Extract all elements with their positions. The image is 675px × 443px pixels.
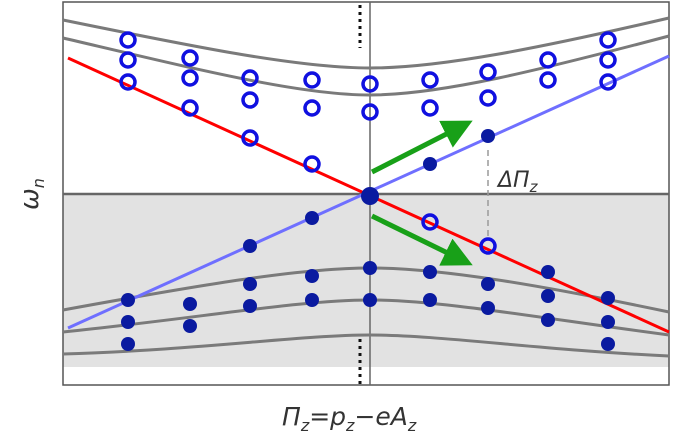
filled-circle-marker-icon [423, 293, 437, 307]
open-circle-marker-icon [479, 89, 497, 107]
y-axis-label: ωn [15, 178, 48, 210]
filled-circle-marker-icon [183, 319, 197, 333]
filled-circle-marker-icon [183, 297, 197, 311]
green-arrow-up [370, 120, 473, 175]
open-circle-marker-icon [181, 49, 199, 67]
filled-circle-marker-icon [601, 337, 615, 351]
open-circle-marker-icon [421, 99, 439, 117]
filled-circle-marker-icon [541, 289, 555, 303]
open-circle-marker-icon [421, 213, 439, 231]
filled-circle-marker-icon [601, 315, 615, 329]
upper-band-curve-2 [62, 34, 670, 97]
x-axis-label: Πz=pz−eAz [282, 402, 417, 435]
open-circle-marker-icon [119, 73, 137, 91]
filled-circle-marker-icon [121, 293, 135, 307]
open-circle-marker-icon [539, 71, 557, 89]
filled-circle-marker-icon [305, 211, 319, 225]
filled-circle-marker-icon [305, 269, 319, 283]
filled-circle-marker-icon [363, 261, 377, 275]
open-circle-marker-icon [303, 99, 321, 117]
open-circle-marker-icon [241, 69, 259, 87]
upper-band-curve-1 [62, 16, 670, 70]
open-circle-marker-icon [599, 73, 617, 91]
filled-circle-marker-icon [481, 129, 495, 143]
filled-circle-marker-icon [481, 301, 495, 315]
filled-circle-marker-icon [541, 313, 555, 327]
open-circle-marker-icon [361, 75, 379, 93]
delta-pi-annotation: ΔΠz [496, 168, 539, 196]
filled-circle-marker-icon [121, 315, 135, 329]
filled-circle-marker-icon [423, 265, 437, 279]
open-circle-marker-icon [539, 51, 557, 69]
open-circle-marker-icon [241, 129, 259, 147]
green-arrow-down [370, 213, 473, 266]
open-circle-marker-icon [599, 51, 617, 69]
filled-circle-marker-icon [541, 265, 555, 279]
lower-band-curve-3 [62, 333, 670, 358]
open-circle-marker-icon [479, 237, 497, 255]
filled-circle-marker-icon [121, 337, 135, 351]
filled-circle-marker-icon [243, 299, 257, 313]
open-circle-marker-icon [241, 91, 259, 109]
filled-circle-marker-icon [305, 293, 319, 307]
filled-circle-marker-icon [243, 239, 257, 253]
open-circle-marker-icon [181, 99, 199, 117]
open-circle-marker-icon [119, 31, 137, 49]
state-markers [119, 31, 617, 351]
open-circle-marker-icon [303, 71, 321, 89]
filled-circle-marker-icon [363, 293, 377, 307]
open-circle-marker-icon [181, 69, 199, 87]
filled-circle-marker-icon [481, 277, 495, 291]
filled-circle-marker-icon [423, 157, 437, 171]
open-circle-marker-icon [119, 51, 137, 69]
open-circle-marker-icon [303, 155, 321, 173]
open-circle-marker-icon [599, 31, 617, 49]
filled-circle-marker-icon [361, 187, 379, 205]
open-circle-marker-icon [479, 63, 497, 81]
filled-circle-marker-icon [243, 277, 257, 291]
occupied-region [63, 194, 669, 367]
filled-circle-marker-icon [601, 291, 615, 305]
open-circle-marker-icon [361, 103, 379, 121]
open-circle-marker-icon [421, 71, 439, 89]
